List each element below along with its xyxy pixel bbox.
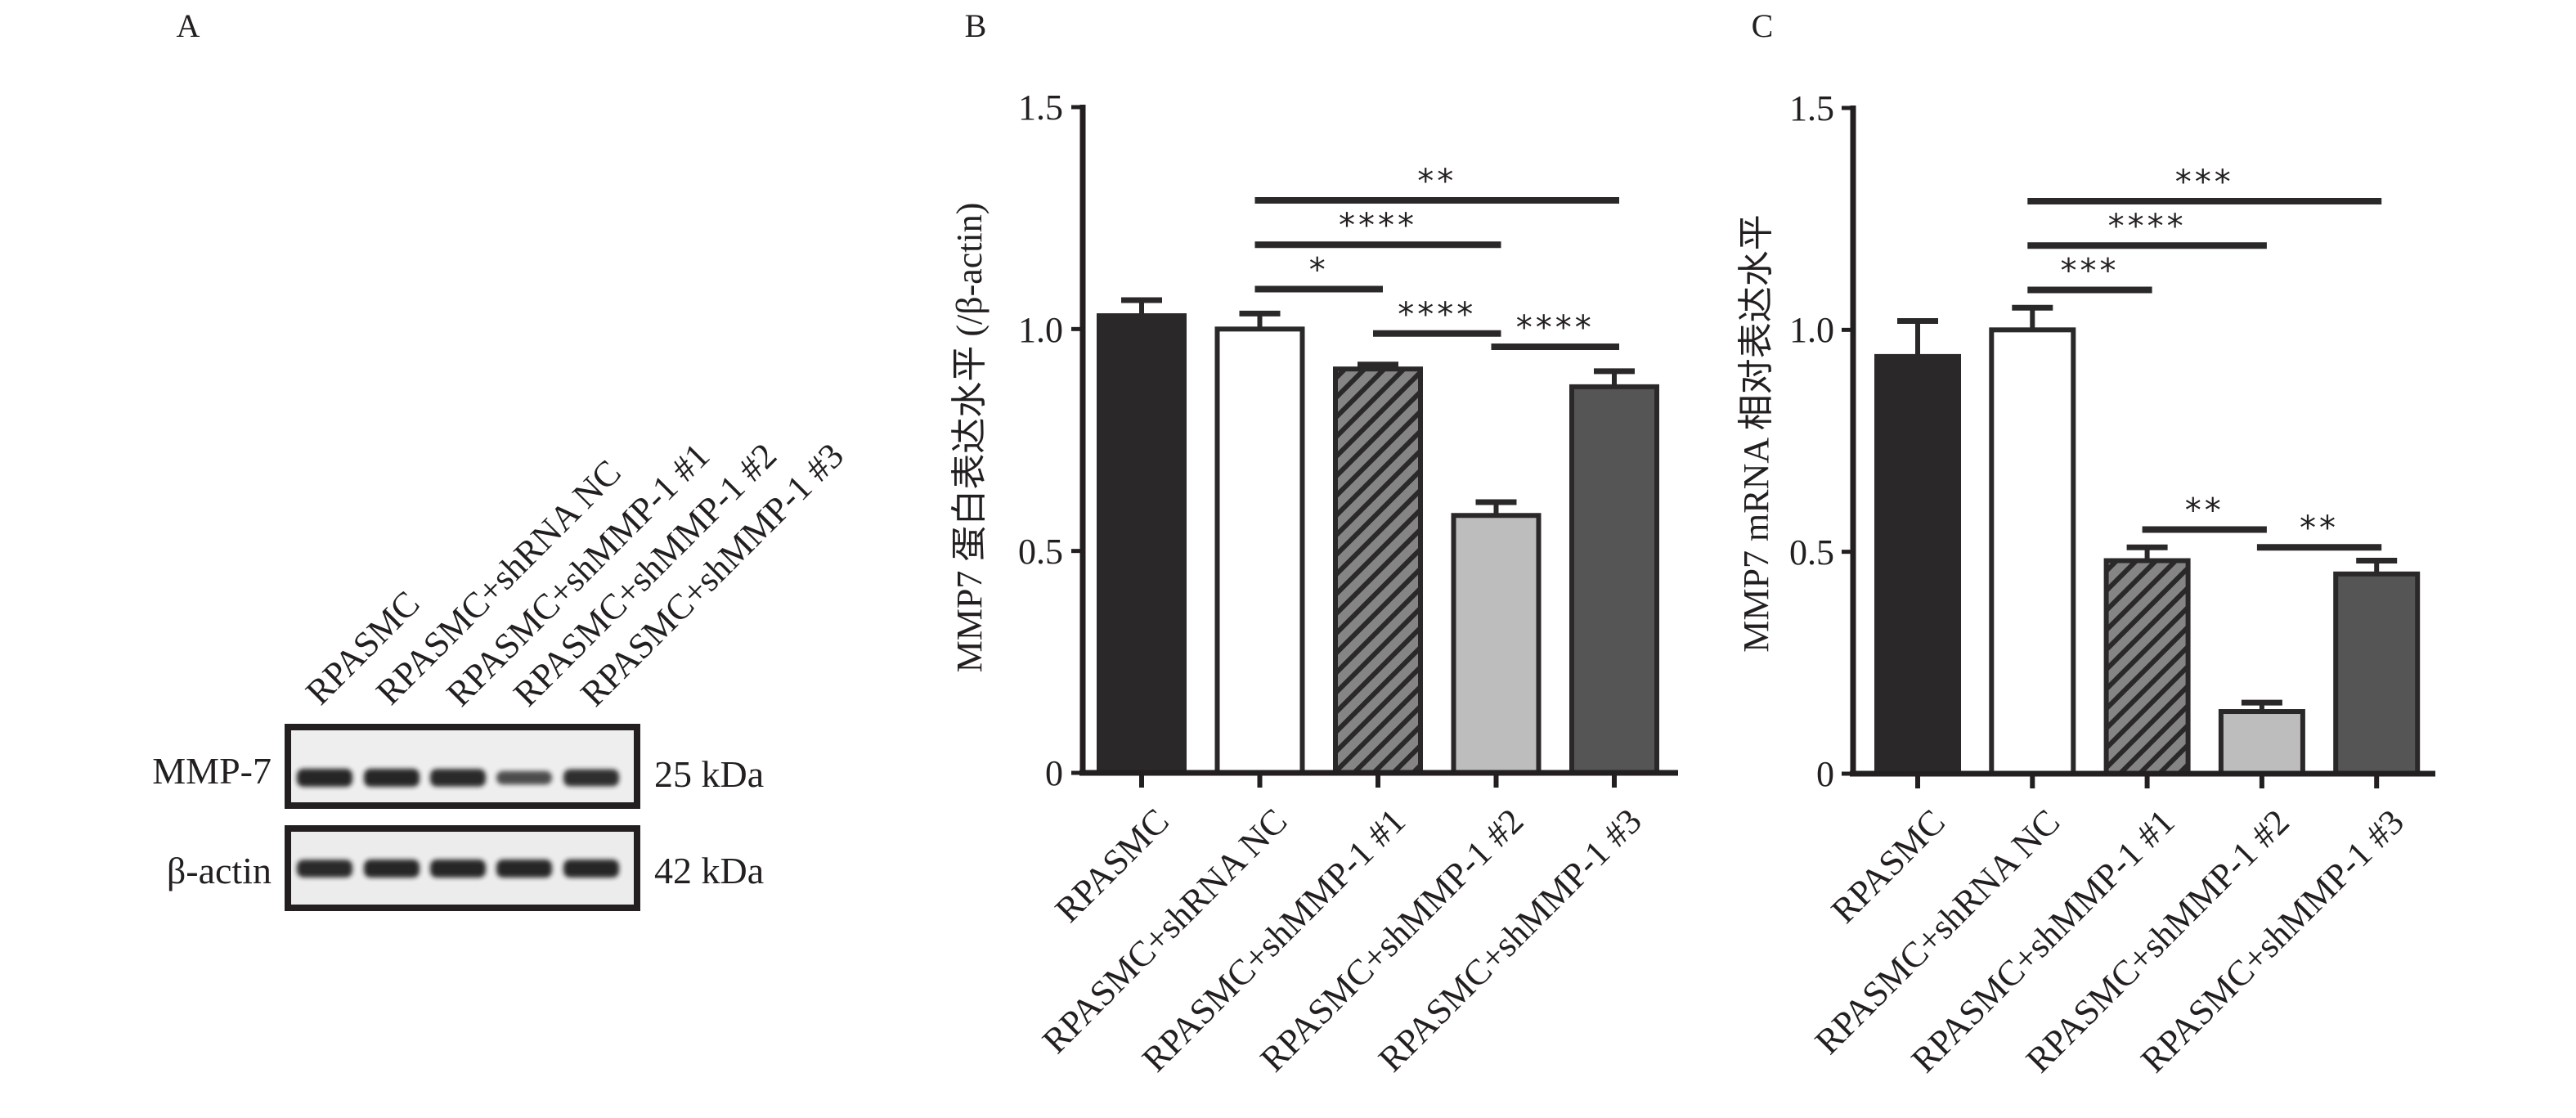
significance-label: **** (2108, 208, 2187, 245)
panel-a-western-blot: RPASMC RPASMC+shRNA NC RPASMC+shMMP-1 #1… (152, 435, 851, 911)
blot-band (430, 860, 486, 878)
blot-membrane (285, 724, 640, 809)
blot-bands (297, 860, 619, 878)
y-tick-label: 0 (1816, 754, 1834, 794)
blot-band (364, 860, 420, 878)
significance-brackets: *********** **** (1254, 163, 1619, 351)
significance-label: **** (1398, 296, 1476, 334)
bar (1989, 327, 2076, 777)
y-axis-ticks: 1.5 1.0 0.5 0 (1789, 88, 1834, 794)
y-axis-title: MMP7 蛋白表达水平 (/β-actin) (949, 203, 990, 673)
significance-brackets: ************ ** (2027, 164, 2382, 551)
y-tick-label: 0.5 (1789, 532, 1834, 572)
axes (1071, 105, 1678, 788)
panel-letter-a: A (177, 7, 200, 44)
bar (1097, 313, 1187, 775)
panel-letter-c: C (1752, 7, 1774, 44)
y-tick-label: 1.0 (1789, 310, 1834, 350)
bar (1569, 384, 1659, 775)
bar (1451, 513, 1542, 776)
bars (1874, 304, 2421, 777)
blot-protein-label: MMP-7 (152, 750, 272, 792)
bar (2333, 571, 2421, 776)
blot-band (430, 769, 486, 787)
x-axis-labels: RPASMC RPASMC+shRNA NC RPASMC+shMMP-1 #1… (1807, 801, 2412, 1080)
panel-letter-b: B (965, 7, 987, 44)
bar (1214, 326, 1305, 776)
bar (2103, 558, 2191, 777)
blot-row-beta-actin: β-actin 42 kDa (167, 825, 764, 911)
significance-label: ** (2185, 492, 2224, 530)
bar (2218, 709, 2305, 777)
y-tick-label: 1.0 (1018, 310, 1063, 350)
blot-protein-label: β-actin (167, 850, 272, 891)
x-axis-labels: RPASMC RPASMC+shRNA NC RPASMC+shMMP-1 #1… (1034, 801, 1649, 1080)
blot-band (563, 769, 619, 787)
significance-label: *** (2175, 164, 2234, 201)
blot-band (563, 860, 619, 878)
y-axis-title: MMP7 mRNA 相对表达水平 (1736, 214, 1776, 652)
significance-label: **** (1339, 207, 1417, 245)
significance-label: * (1309, 251, 1329, 289)
y-tick-label: 0 (1045, 753, 1063, 793)
bar (1874, 353, 1961, 776)
lane-label: RPASMC+shMMP-1 #2 (505, 435, 784, 714)
chart-b-protein-expression: MMP7 蛋白表达水平 (/β-actin) 1.5 1.0 0.5 0 ***… (949, 88, 1678, 1080)
y-tick-label: 1.5 (1018, 88, 1063, 128)
significance-label: ** (1417, 163, 1456, 200)
blot-bands (297, 769, 619, 787)
y-tick-label: 0.5 (1018, 532, 1063, 572)
significance-label: *** (2060, 252, 2119, 290)
significance-label: **** (1516, 309, 1595, 347)
bar (1333, 366, 1423, 775)
significance-label: ** (2300, 510, 2339, 547)
blot-band (364, 769, 420, 787)
blot-band (297, 860, 352, 878)
y-tick-label: 1.5 (1789, 88, 1834, 128)
blot-size-label: 25 kDa (654, 753, 764, 795)
blot-band (496, 860, 552, 878)
chart-c-mrna-expression: MMP7 mRNA 相对表达水平 1.5 1.0 0.5 0 *********… (1736, 88, 2435, 1080)
axes (1842, 106, 2435, 788)
blot-row-mmp7: MMP-7 25 kDa (152, 724, 764, 809)
y-axis-ticks: 1.5 1.0 0.5 0 (1018, 88, 1063, 793)
blot-size-label: 42 kDa (654, 850, 764, 891)
blot-band (496, 770, 552, 785)
bars (1097, 297, 1659, 776)
blot-band (297, 769, 352, 787)
lane-labels: RPASMC RPASMC+shRNA NC RPASMC+shMMP-1 #1… (298, 435, 851, 714)
